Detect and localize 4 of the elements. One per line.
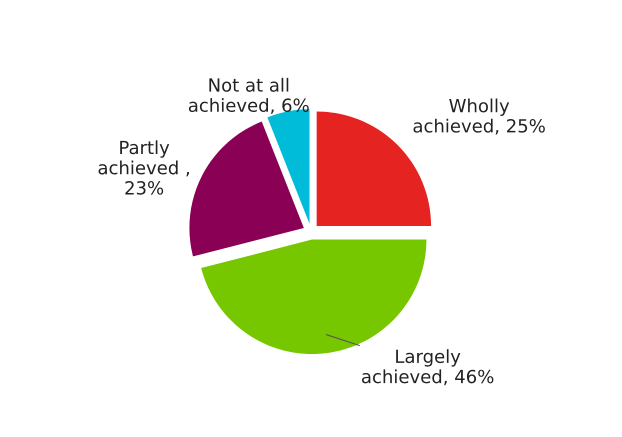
- slice-label: Wholly achieved, 25%: [414, 98, 545, 135]
- slice-label: Not at all achieved, 6%: [188, 78, 309, 114]
- slice-label: Partly achieved , 23%: [98, 140, 189, 195]
- slice-label: Largely achieved, 46%: [362, 349, 494, 386]
